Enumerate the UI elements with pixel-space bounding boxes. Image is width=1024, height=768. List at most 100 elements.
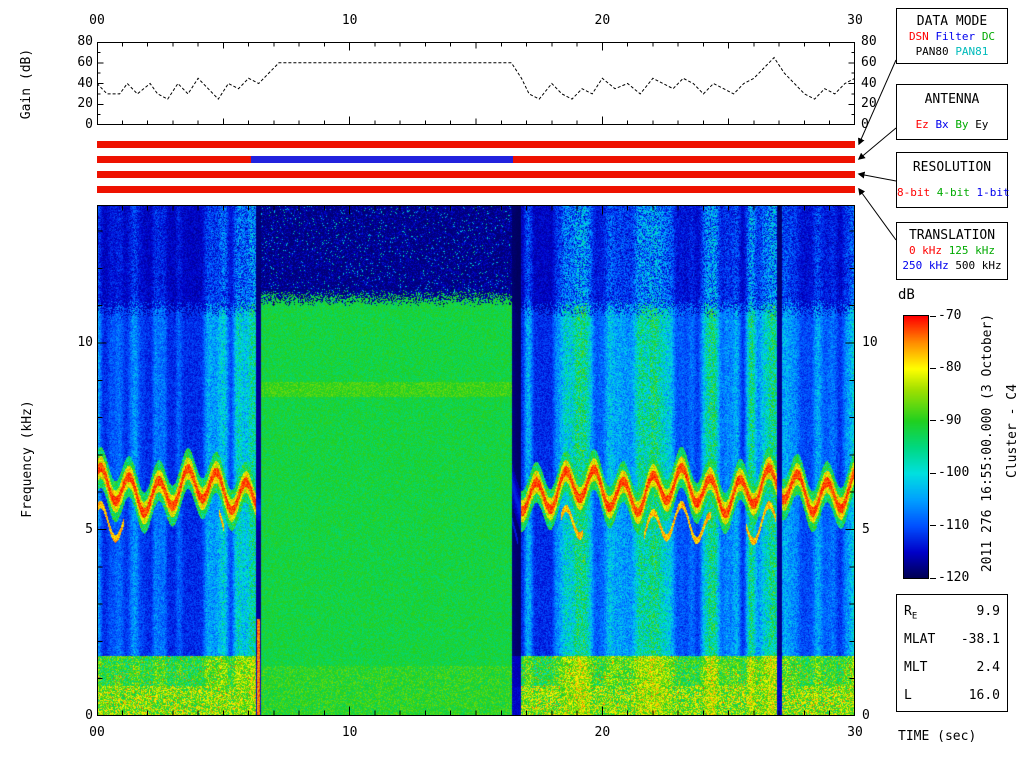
legend-row: 250 kHz 500 kHz: [897, 258, 1007, 273]
legend-rows-data-mode: DSN Filter DC PAN80 PAN81: [897, 29, 1007, 59]
colorbar-canvas: [904, 316, 928, 578]
legend-entry-125-khz: 125 kHz: [948, 244, 996, 257]
param-value: 2.4: [976, 660, 1000, 675]
colorbar-tick-label: -110: [938, 517, 970, 533]
legend-rows-antenna: Ez Bx By Ey: [897, 117, 1007, 132]
legend-row: 0 kHz 125 kHz: [897, 243, 1007, 258]
param-row-re: RE 9.9: [897, 604, 1007, 622]
gain-line-chart: [96, 42, 856, 125]
param-row-mlt: MLT 2.4: [897, 660, 1007, 675]
param-label: RE: [904, 604, 918, 622]
legend-rows-resolution: 8-bit 4-bit 1-bit: [897, 185, 1010, 200]
param-label: MLAT: [904, 632, 936, 647]
gain-x-tick-label: 00: [89, 13, 105, 28]
gain-y-tick-label: 0: [85, 117, 93, 132]
colorbar-tick-label: -80: [938, 360, 962, 376]
freq-y-tick-label: 0: [85, 708, 93, 723]
legend-box-data-mode: DATA MODE DSN Filter DC PAN80 PAN81: [896, 8, 1008, 64]
legend-entry-bx: Bx: [935, 118, 949, 131]
legend-box-translation: TRANSLATION 0 kHz 125 kHz 250 kHz 500 kHz: [896, 222, 1008, 280]
bar-segment: [97, 171, 855, 178]
colorbar: [903, 315, 929, 579]
param-row-mlat: MLAT -38.1: [897, 632, 1007, 647]
timestamp-label: 2011 276 16:55:00.000 (3 October): [980, 313, 995, 573]
legend-row: 8-bit 4-bit 1-bit: [897, 185, 1010, 200]
frequency-axis-label: Frequency (kHz): [20, 400, 35, 518]
legend-entry-8-bit: 8-bit: [897, 186, 931, 199]
spectrogram-panel: [97, 205, 855, 716]
bar-segment: [251, 156, 513, 163]
legend-box-antenna: ANTENNA Ez Bx By Ey: [896, 84, 1008, 140]
freq-y-tick-label: 0: [862, 708, 870, 723]
colorbar-tick-label: -90: [938, 412, 962, 428]
colorbar-tick: [930, 315, 936, 317]
legend-entry-pan81: PAN81: [955, 45, 989, 58]
spacecraft-label: Cluster - C4: [1005, 384, 1020, 478]
gain-x-tick-label: 10: [341, 13, 358, 28]
status-bars: [97, 0, 855, 200]
gain-plot-panel: [96, 42, 856, 125]
time-x-tick-label: 10: [341, 725, 358, 740]
bar-segment: [97, 186, 855, 193]
param-value: 9.9: [976, 604, 1000, 619]
time-x-tick-label: 00: [89, 725, 105, 740]
gain-y-tick-label: 20: [861, 96, 877, 112]
colorbar-tick: [930, 577, 936, 579]
param-row-l: L 16.0: [897, 688, 1007, 703]
gain-x-tick-label: 20: [594, 13, 611, 28]
legend-row: PAN80 PAN81: [897, 44, 1007, 59]
legend-entry-pan80: PAN80: [915, 45, 949, 58]
param-label: L: [904, 688, 912, 703]
time-x-tick-label: 20: [594, 725, 611, 740]
gain-y-tick-label: 40: [861, 75, 877, 91]
legend-row: DSN Filter DC: [897, 29, 1007, 44]
spectrogram-frame: [97, 205, 855, 716]
legend-title-antenna: ANTENNA: [924, 92, 980, 107]
freq-y-tick-label: 10: [862, 335, 878, 350]
param-value: -38.1: [960, 632, 1000, 647]
colorbar-tick-label: -70: [938, 308, 962, 323]
legend-entry-ez: Ez: [915, 118, 929, 131]
colorbar-tick: [930, 525, 936, 527]
gain-y-tick-label: 20: [77, 96, 93, 112]
gain-y-tick-label: 0: [861, 117, 869, 132]
param-label: MLT: [904, 660, 928, 675]
bar-segment: [97, 141, 855, 148]
translation-bar: [97, 186, 855, 193]
bar-segment: [512, 156, 855, 163]
freq-y-tick-label: 5: [85, 521, 93, 537]
params-box: RE 9.9 MLAT -38.1 MLT 2.4 L 16.0: [896, 594, 1008, 712]
legend-entry-500-khz: 500 kHz: [955, 259, 1002, 272]
legend-entry-dsn: DSN: [908, 30, 929, 43]
legend-title-translation: TRANSLATION: [908, 228, 996, 243]
gain-y-tick-label: 60: [77, 54, 93, 70]
resolution-bar: [97, 171, 855, 178]
colorbar-tick-label: -120: [938, 570, 970, 585]
param-value: 16.0: [968, 688, 1000, 703]
legend-entry-1-bit: 1-bit: [976, 186, 1010, 199]
spectrogram-canvas: [97, 205, 855, 716]
time-axis-label: TIME (sec): [898, 729, 977, 744]
legend-entry-ey: Ey: [975, 118, 989, 131]
time-x-tick-label: 30: [847, 725, 863, 740]
bar-segment: [97, 156, 252, 163]
gain-y-tick-label: 80: [861, 34, 877, 49]
legend-entry-by: By: [955, 118, 969, 131]
gain-x-tick-label: 30: [847, 13, 863, 28]
legend-entry-dc: DC: [981, 30, 996, 43]
gain-y-tick-label: 60: [861, 54, 877, 70]
antenna-bar: [97, 156, 855, 163]
gain-axis-label: Gain (dB): [19, 48, 34, 120]
colorbar-tick: [930, 367, 936, 369]
legend-entry-4-bit: 4-bit: [936, 186, 970, 199]
gain-y-tick-label: 40: [77, 75, 93, 91]
legend-rows-translation: 0 kHz 125 kHz 250 kHz 500 kHz: [897, 243, 1007, 273]
legend-row: Ez Bx By Ey: [897, 117, 1007, 132]
data-mode-bar: [97, 141, 855, 148]
legend-entry-filter: Filter: [935, 30, 976, 43]
legend-entry-250-khz: 250 kHz: [902, 259, 949, 272]
gain-y-tick-label: 80: [77, 34, 93, 49]
legend-title-resolution: RESOLUTION: [912, 160, 992, 175]
colorbar-tick-label: -100: [938, 465, 970, 481]
